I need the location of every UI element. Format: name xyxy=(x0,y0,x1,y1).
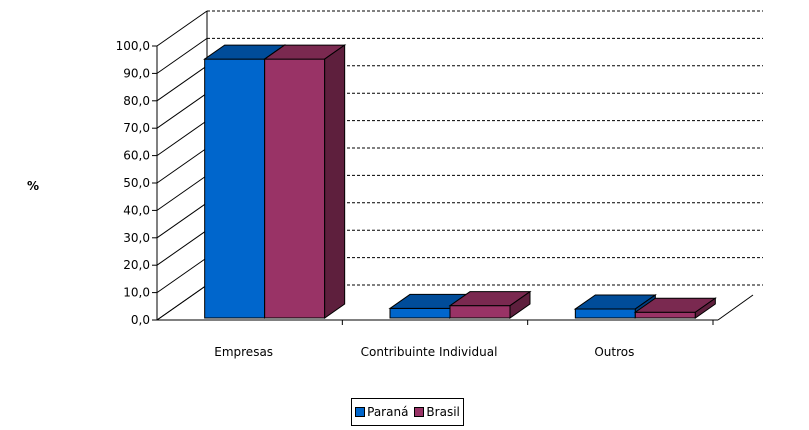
legend-item-brasil: Brasil xyxy=(414,405,460,419)
y-tick-label: 40,0 xyxy=(123,203,150,217)
legend-swatch-parana xyxy=(355,407,366,417)
x-tick-label: Empresas xyxy=(214,345,273,359)
y-axis: 0,0 10,0 20,0 30,0 40,0 50,0 60,0 70,0 80,0 90,0 1… xyxy=(116,39,158,327)
legend-label-parana: Paraná xyxy=(367,405,409,419)
gridline-side xyxy=(156,65,208,102)
bar-front-0-0 xyxy=(204,58,266,319)
x-tick-label: Outros xyxy=(594,345,634,359)
bar-side-2-1 xyxy=(694,297,716,319)
bar-front-1-0 xyxy=(389,307,451,319)
gridline-side xyxy=(156,147,208,184)
bars xyxy=(203,44,717,319)
y-tick-label: 70,0 xyxy=(123,121,150,135)
y-tick-label: 10,0 xyxy=(123,286,150,300)
y-tick-label: 0,0 xyxy=(131,313,150,327)
gridline-side xyxy=(156,229,208,266)
x-axis: Empresas Contribuinte Individual Outros xyxy=(157,294,754,359)
y-tick-label: 80,0 xyxy=(123,94,150,108)
bar-side-0-1 xyxy=(324,44,346,319)
legend-item-parana: Paraná xyxy=(355,405,408,419)
y-tick-label: 60,0 xyxy=(123,149,150,163)
x-tick-label: Contribuinte Individual xyxy=(361,345,498,359)
bar-front-0-1 xyxy=(264,58,326,319)
y-tick-label: 90,0 xyxy=(123,66,150,80)
y-tick-label: 50,0 xyxy=(123,176,150,190)
gridline-side xyxy=(156,10,208,47)
y-tick-label: 30,0 xyxy=(123,231,150,245)
y-axis-label: % xyxy=(27,179,39,193)
bar-front-2-1 xyxy=(634,311,696,319)
y-tick-label: 20,0 xyxy=(123,258,150,272)
y-tick-label: 100,0 xyxy=(116,39,150,53)
legend: Paraná Brasil xyxy=(351,398,464,426)
gridline-side xyxy=(156,174,208,211)
legend-label-brasil: Brasil xyxy=(426,405,460,419)
gridline-side xyxy=(156,257,208,294)
gridline-side xyxy=(156,284,208,321)
floor-right-edge xyxy=(717,294,754,321)
bar-side-1-1 xyxy=(509,290,531,319)
bar-front-1-1 xyxy=(449,305,511,319)
gridline-side xyxy=(156,92,208,129)
gridline-side xyxy=(156,37,208,74)
bar-front-2-0 xyxy=(574,308,636,319)
gridline-side xyxy=(156,120,208,157)
legend-swatch-brasil xyxy=(414,407,425,417)
gridline-side xyxy=(156,202,208,239)
